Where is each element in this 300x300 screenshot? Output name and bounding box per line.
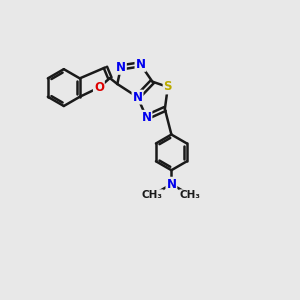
Text: CH₃: CH₃ [142, 190, 163, 200]
Text: N: N [116, 61, 126, 74]
Text: N: N [141, 111, 152, 124]
Text: CH₃: CH₃ [180, 190, 201, 200]
Text: O: O [94, 81, 104, 94]
Text: N: N [167, 178, 176, 191]
Text: S: S [164, 80, 172, 94]
Text: N: N [133, 91, 142, 103]
Text: N: N [136, 58, 146, 71]
